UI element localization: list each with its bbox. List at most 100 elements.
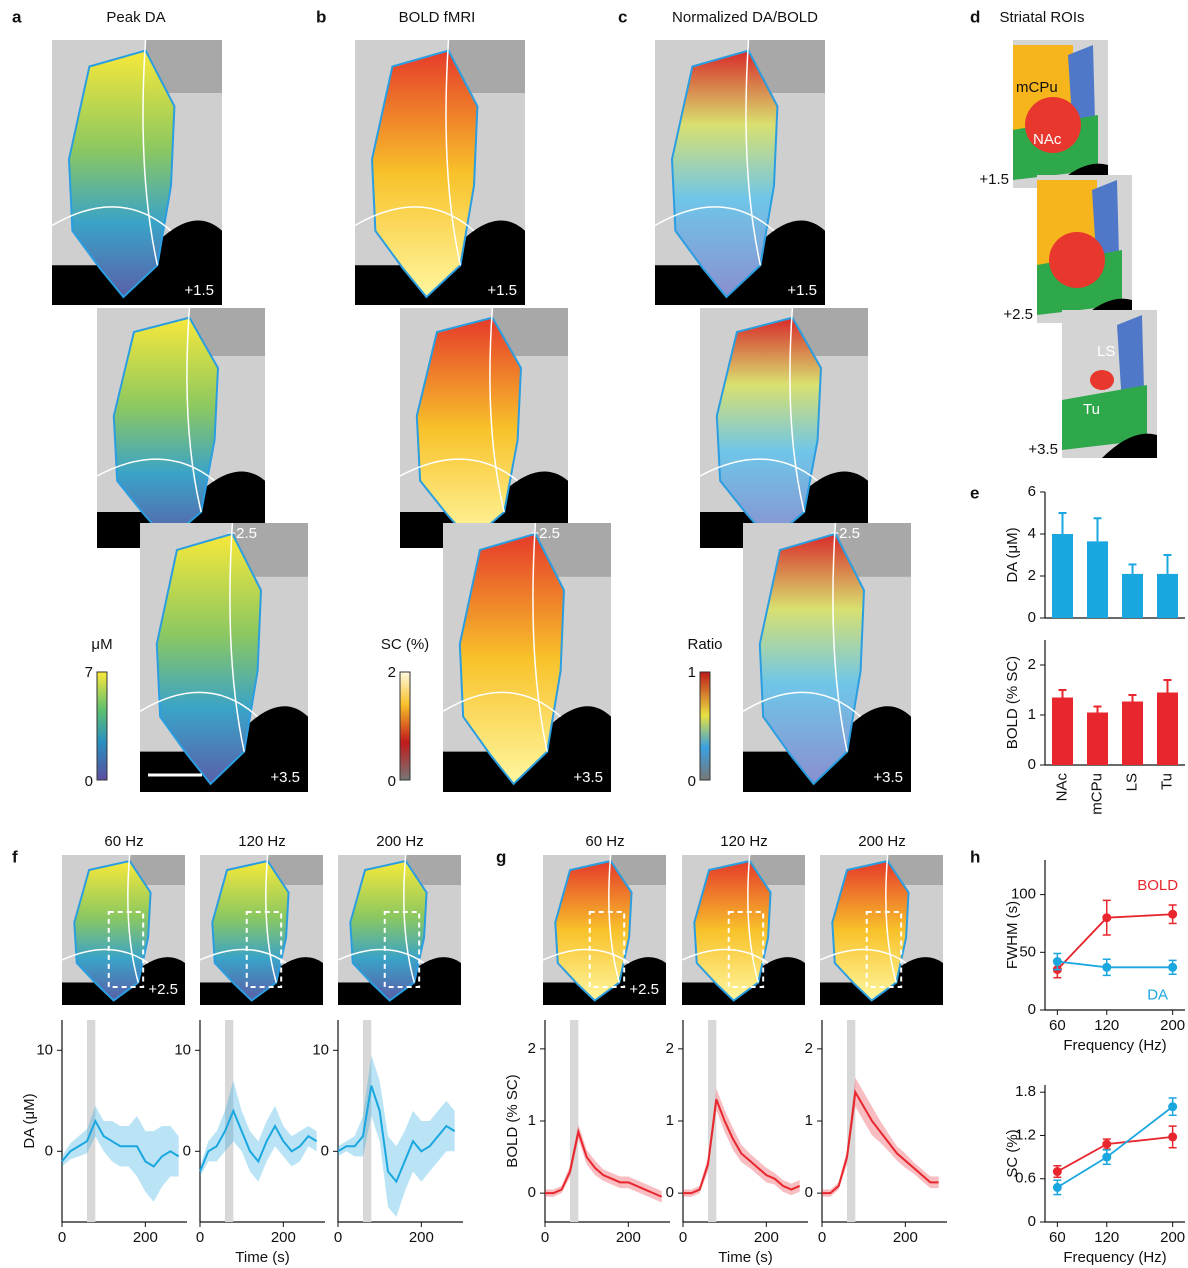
roi-label: LS xyxy=(1097,343,1115,360)
panel-letter: f xyxy=(12,847,18,866)
x-tick-label: 60 xyxy=(1049,1229,1066,1246)
frequency-label: 200 Hz xyxy=(376,833,424,850)
roi-label: NAc xyxy=(1033,131,1062,148)
colorbar-tick: 7 xyxy=(85,664,93,681)
y-tick-label: 1 xyxy=(1028,706,1036,723)
point xyxy=(1102,913,1111,922)
y-tick-label: 2 xyxy=(666,1040,674,1057)
y-axis-label: FWHM (s) xyxy=(1004,901,1021,969)
point xyxy=(1102,1153,1111,1162)
colorbar-label: Ratio xyxy=(687,636,722,653)
y-tick-label: 6 xyxy=(1028,483,1036,500)
y-tick-label: 0 xyxy=(528,1184,536,1201)
x-tick-label: 200 xyxy=(616,1229,641,1246)
stimulus-period xyxy=(570,1020,578,1222)
slice-label: +2.5 xyxy=(629,981,659,998)
x-tick-label: 200 xyxy=(133,1229,158,1246)
y-tick-label: 1 xyxy=(528,1112,536,1129)
colorbar xyxy=(97,672,107,780)
point xyxy=(1168,910,1177,919)
roi-label: mCPu xyxy=(1016,79,1058,96)
panel-title: Normalized DA/BOLD xyxy=(672,9,818,26)
y-tick-label: 10 xyxy=(312,1041,329,1058)
bar xyxy=(1122,574,1143,618)
x-tick-label: 200 xyxy=(409,1229,434,1246)
bar xyxy=(1122,702,1143,766)
frequency-label: 60 Hz xyxy=(585,833,624,850)
y-tick-label: 0 xyxy=(1028,609,1036,626)
y-tick-label: 10 xyxy=(36,1041,53,1058)
y-tick-label: 0 xyxy=(805,1184,813,1201)
bar xyxy=(1052,534,1073,618)
figure: a b c d e f g h Peak DA BOLD fMRI Normal… xyxy=(0,0,1188,1268)
slice-label: +2.5 xyxy=(227,525,257,542)
x-tick-label: Tu xyxy=(1158,773,1175,790)
x-tick-label: 200 xyxy=(1160,1017,1185,1034)
x-tick-label: 120 xyxy=(1094,1017,1119,1034)
error-band xyxy=(683,1089,800,1197)
slice-label: +2.5 xyxy=(830,525,860,542)
x-tick-label: 60 xyxy=(1049,1017,1066,1034)
x-tick-label: 0 xyxy=(818,1229,826,1246)
colorbar-tick: 0 xyxy=(388,773,396,790)
y-tick-label: 1 xyxy=(805,1112,813,1129)
y-tick-label: 1 xyxy=(666,1112,674,1129)
colorbar-tick: 2 xyxy=(388,664,396,681)
x-tick-label: 0 xyxy=(196,1229,204,1246)
point xyxy=(1102,1140,1111,1149)
y-tick-label: 100 xyxy=(1011,886,1036,903)
y-tick-label: 2 xyxy=(1028,656,1036,673)
panel-title: BOLD fMRI xyxy=(399,9,476,26)
x-tick-label: 0 xyxy=(334,1229,342,1246)
y-tick-label: 0 xyxy=(1028,1213,1036,1230)
panel-letter: a xyxy=(12,7,22,26)
y-axis-label: BOLD (% SC) xyxy=(1004,656,1021,749)
y-tick-label: 0 xyxy=(1028,756,1036,773)
point xyxy=(1102,963,1111,972)
point xyxy=(1053,957,1062,966)
colorbar-tick: 0 xyxy=(688,773,696,790)
bar xyxy=(1087,713,1108,766)
point xyxy=(1168,1102,1177,1111)
point xyxy=(1053,1167,1062,1176)
slice-label: +2.5 xyxy=(530,525,560,542)
y-axis-label: BOLD (% SC) xyxy=(504,1074,521,1167)
x-tick-label: 200 xyxy=(1160,1229,1185,1246)
x-axis-label: Time (s) xyxy=(718,1249,772,1266)
y-tick-label: 0 xyxy=(183,1142,191,1159)
point xyxy=(1168,1132,1177,1141)
bar xyxy=(1157,693,1178,766)
panel-letter: d xyxy=(970,7,980,26)
error-band xyxy=(822,1078,939,1197)
colorbar-tick: 0 xyxy=(85,773,93,790)
panel-title: Striatal ROIs xyxy=(999,9,1084,26)
panel-letter: h xyxy=(970,847,980,866)
slice-label: +3.5 xyxy=(1028,441,1058,458)
y-tick-label: 0 xyxy=(1028,1001,1036,1018)
x-axis-label: Time (s) xyxy=(235,1249,289,1266)
series-label: DA xyxy=(1147,986,1168,1003)
bar xyxy=(1087,541,1108,618)
slice-label: +3.5 xyxy=(873,769,903,786)
stimulus-period xyxy=(708,1020,716,1222)
x-tick-label: mCPu xyxy=(1088,773,1105,815)
frequency-label: 120 Hz xyxy=(238,833,286,850)
colorbar-tick: 1 xyxy=(688,664,696,681)
series-line xyxy=(1057,1137,1172,1172)
x-tick-label: NAc xyxy=(1053,773,1070,802)
slice-label: +1.5 xyxy=(487,282,517,299)
roi-nac xyxy=(1049,232,1105,288)
bar xyxy=(1157,574,1178,618)
panel-letter: e xyxy=(970,483,979,502)
slice-label: +1.5 xyxy=(979,171,1009,188)
x-tick-label: 0 xyxy=(541,1229,549,1246)
x-axis-label: Frequency (Hz) xyxy=(1063,1249,1166,1266)
x-tick-label: 200 xyxy=(754,1229,779,1246)
colorbar-label: SC (%) xyxy=(381,636,429,653)
colorbar-label: μM xyxy=(91,636,112,653)
axis-line xyxy=(1045,1085,1185,1222)
y-tick-label: 1.8 xyxy=(1015,1083,1036,1100)
x-axis-label: Frequency (Hz) xyxy=(1063,1037,1166,1054)
bar xyxy=(1052,698,1073,766)
panel-letter: g xyxy=(496,847,506,866)
